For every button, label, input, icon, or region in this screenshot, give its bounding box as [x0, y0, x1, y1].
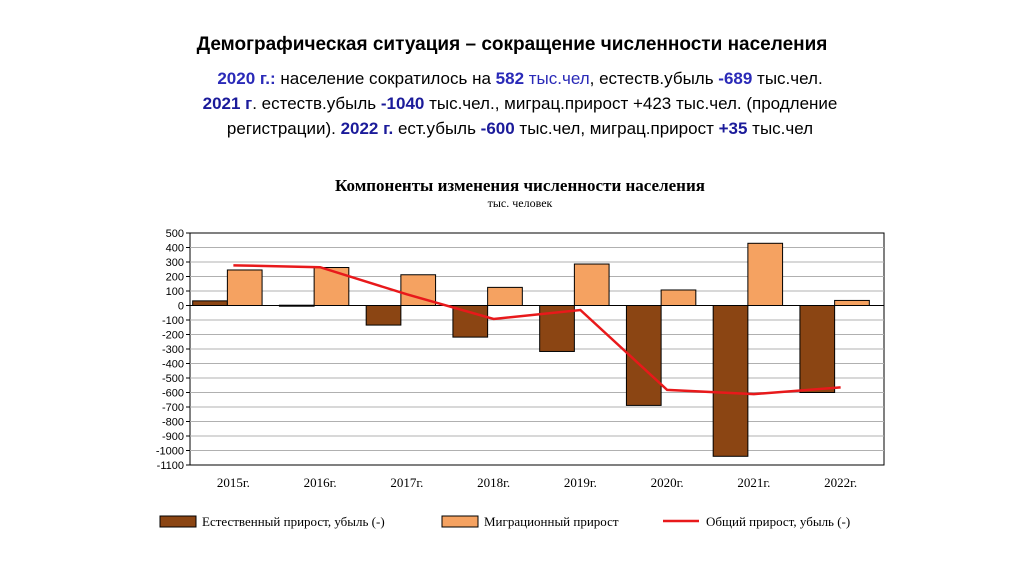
y-tick-label: 300 [166, 257, 184, 269]
summary-text: 2020 г.: население сократилось на 582 ты… [120, 66, 920, 141]
text: тыс.чел, миграц.прирост [514, 119, 719, 138]
y-tick-label: -1100 [157, 460, 184, 472]
x-tick-label: 2019г. [564, 475, 597, 490]
series-line-total [233, 264, 841, 396]
y-tick-label: 500 [166, 228, 184, 240]
text: . естеств.убыль [252, 94, 381, 113]
value: +35 [718, 119, 748, 138]
legend-label: Миграционный прирост [484, 514, 619, 529]
y-tick-label: -900 [162, 431, 184, 443]
bar-migration [834, 299, 870, 306]
year-2022: 2022 г. [340, 119, 394, 138]
legend-label: Естественный прирост, убыль (-) [202, 514, 385, 529]
bar-natural [192, 300, 228, 306]
summary-line-2021: 2021 г. естеств.убыль -1040 тыс.чел., ми… [120, 91, 920, 116]
y-tick-label: -600 [162, 388, 184, 400]
x-tick-label: 2015г. [217, 475, 250, 490]
text: тыс.чел [747, 119, 814, 138]
y-tick-label: -700 [162, 402, 184, 414]
y-tick-label: -1000 [156, 446, 184, 458]
chart: Компоненты изменения численности населен… [156, 176, 885, 529]
bar-natural [452, 305, 489, 338]
bar-migration [660, 289, 697, 306]
legend: Естественный прирост, убыль (-) Миграцион… [159, 514, 850, 529]
value: -600 [480, 119, 515, 138]
bar-natural [625, 305, 662, 406]
x-tick-label: 2022г. [824, 475, 857, 490]
plot-area: 500 400 300 200 100 0 -100 -200 -300 -400 -500 -600… [156, 228, 885, 490]
chart-subtitle: тыс. человек [488, 196, 553, 210]
y-tick-label: -800 [162, 417, 184, 429]
value: 582 [495, 69, 525, 88]
x-tick-label: 2018г. [477, 475, 510, 490]
unit: тыс.чел [524, 69, 590, 88]
text: регистрации). [226, 119, 341, 138]
value: -1040 [380, 94, 425, 113]
y-tick-label: 100 [166, 286, 184, 298]
summary-line-2022: регистрации). 2022 г. ест.убыль -600 тыс… [120, 116, 920, 141]
text: тыс.чел., миграц.прирост +423 тыс.чел. (… [424, 94, 838, 113]
slide-title: Демографическая ситуация – сокращение чи… [196, 34, 828, 55]
x-tick-label: 2017г. [390, 475, 423, 490]
y-tick-label: -100 [162, 315, 184, 327]
legend-label: Общий прирост, убыль (-) [706, 514, 850, 529]
year-2020: 2020 г.: [217, 69, 276, 88]
x-tick-label: 2016г. [304, 475, 337, 490]
text: , естеств.убыль [589, 69, 719, 88]
y-tick-label: -400 [162, 359, 184, 371]
legend-swatch [159, 515, 197, 528]
bar-migration [573, 263, 610, 306]
bar-natural [712, 305, 749, 457]
y-tick-label: -500 [162, 373, 184, 385]
bar-migration [226, 269, 263, 307]
text: ест.убыль [393, 119, 481, 138]
text: население сократилось на [275, 69, 496, 88]
y-tick-label: 400 [166, 243, 184, 255]
text: тыс.чел. [752, 69, 823, 88]
x-tick-label: 2021г. [737, 475, 770, 490]
chart-title: Компоненты изменения численности населен… [335, 176, 705, 195]
year-2021: 2021 г [202, 94, 253, 113]
summary-line-2020: 2020 г.: население сократилось на 582 ты… [120, 66, 920, 91]
y-tick-label: -200 [162, 330, 184, 342]
x-tick-label: 2020г. [651, 475, 684, 490]
bar-natural [799, 305, 836, 393]
bar-natural [365, 305, 402, 326]
value: -689 [718, 69, 753, 88]
bar-migration [747, 242, 784, 306]
bar-migration [313, 267, 350, 307]
legend-swatch [441, 515, 479, 528]
y-tick-label: 0 [178, 301, 184, 313]
y-tick-label: -300 [162, 344, 184, 356]
bar-migration [487, 286, 523, 306]
y-tick-label: 200 [166, 272, 184, 284]
